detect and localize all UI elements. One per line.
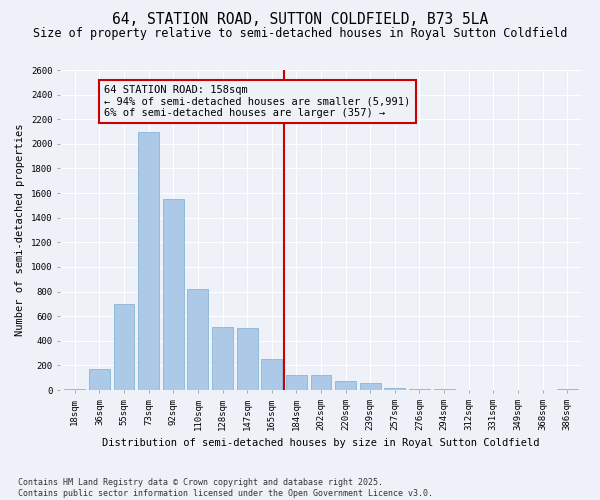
Bar — [409, 389, 430, 390]
Y-axis label: Number of semi-detached properties: Number of semi-detached properties — [16, 124, 25, 336]
Text: 64 STATION ROAD: 158sqm
← 94% of semi-detached houses are smaller (5,991)
6% of : 64 STATION ROAD: 158sqm ← 94% of semi-de… — [104, 85, 410, 118]
Text: 64, STATION ROAD, SUTTON COLDFIELD, B73 5LA: 64, STATION ROAD, SUTTON COLDFIELD, B73 … — [112, 12, 488, 28]
Bar — [89, 369, 110, 390]
Bar — [163, 199, 184, 390]
Bar — [335, 382, 356, 390]
Bar — [557, 389, 578, 390]
Text: Contains HM Land Registry data © Crown copyright and database right 2025.
Contai: Contains HM Land Registry data © Crown c… — [18, 478, 433, 498]
Bar — [187, 289, 208, 390]
Bar — [212, 327, 233, 390]
Bar — [236, 328, 257, 390]
Bar — [138, 132, 159, 390]
Bar — [311, 375, 331, 390]
Bar — [286, 375, 307, 390]
Bar — [113, 304, 134, 390]
Bar — [360, 383, 381, 390]
Bar — [385, 388, 406, 390]
Text: Size of property relative to semi-detached houses in Royal Sutton Coldfield: Size of property relative to semi-detach… — [33, 28, 567, 40]
Bar — [261, 359, 282, 390]
X-axis label: Distribution of semi-detached houses by size in Royal Sutton Coldfield: Distribution of semi-detached houses by … — [102, 438, 540, 448]
